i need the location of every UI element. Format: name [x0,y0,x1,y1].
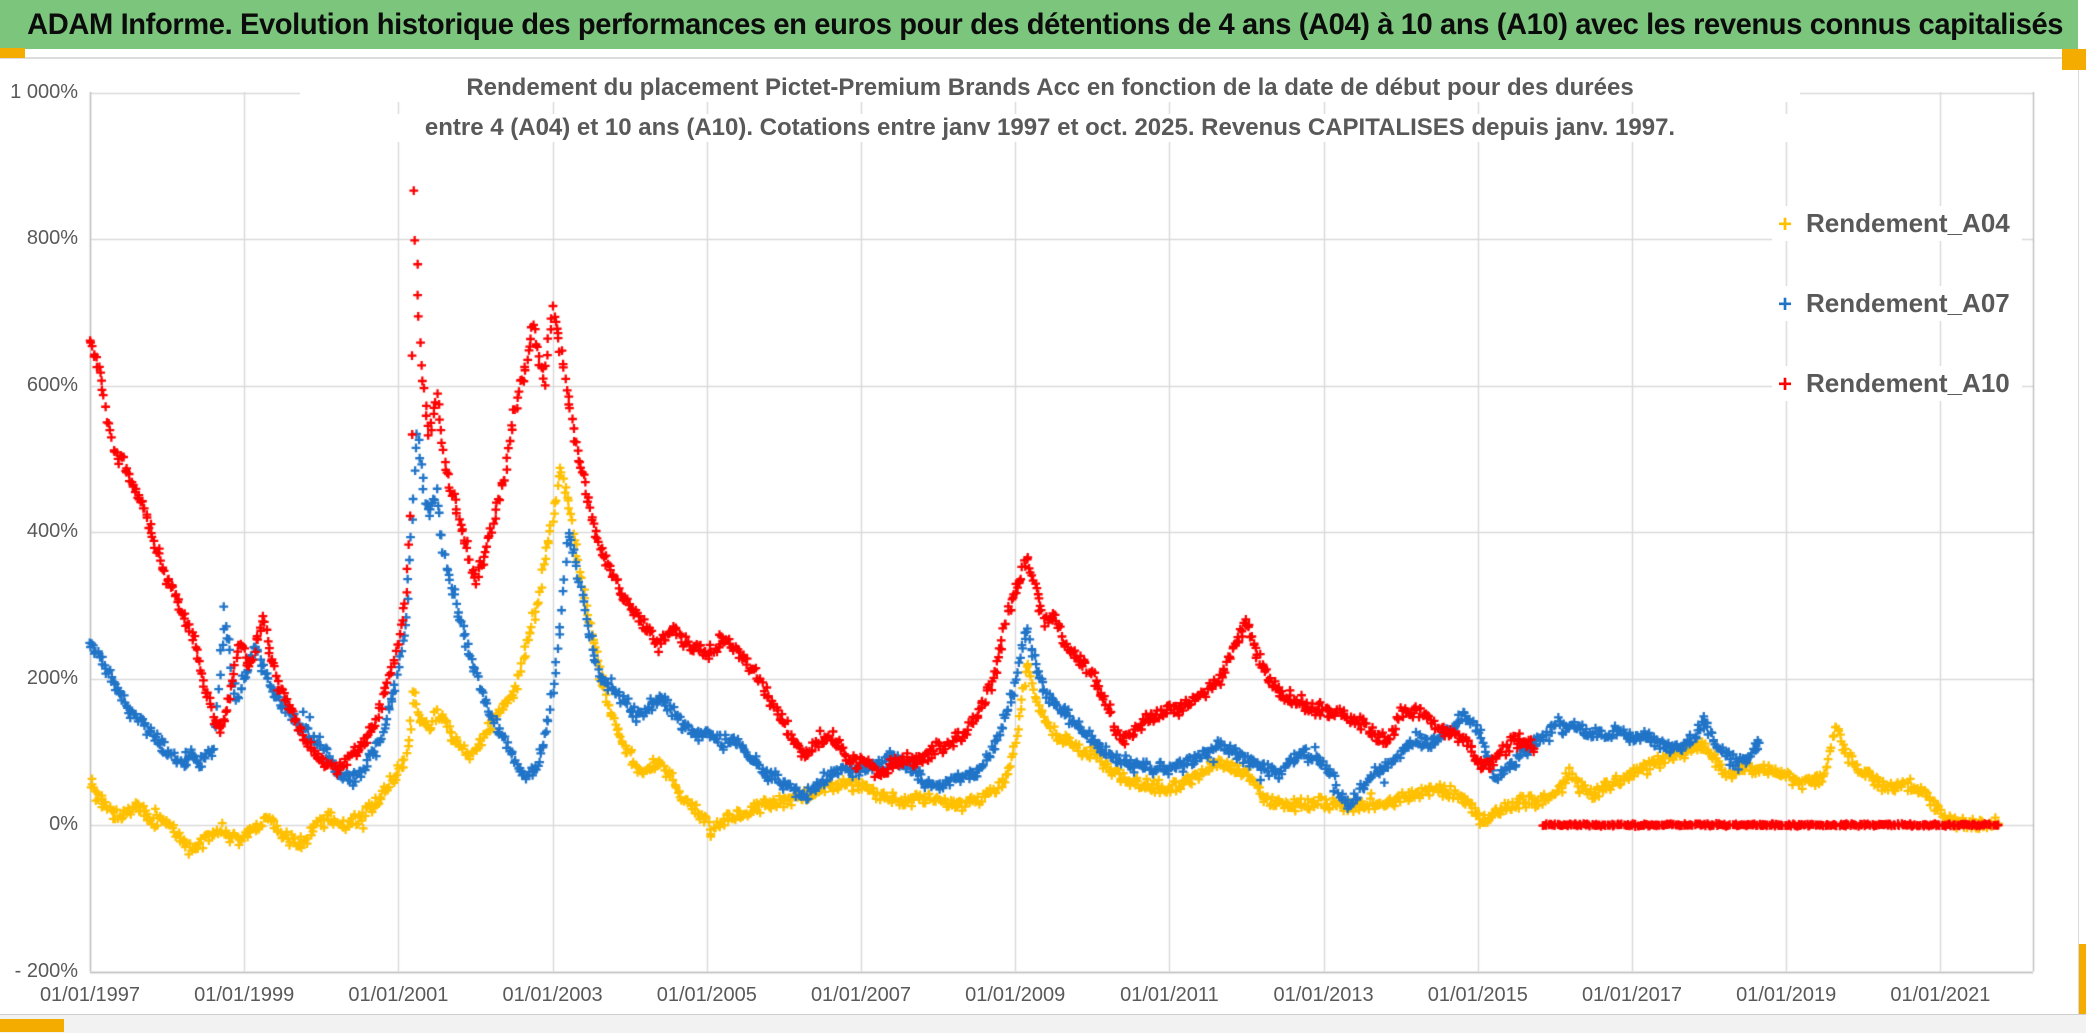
x-axis-tick-label: 01/01/2003 [502,984,603,1006]
x-axis-tick-label: 01/01/2017 [1581,984,1683,1006]
legend-entry-rendement_a04[interactable]: + Rendement_A04 [1772,206,2022,241]
x-axis-tick-label: 01/01/2005 [656,984,757,1006]
x-axis-tick-label: 01/01/2009 [965,984,1066,1006]
selection-handle-top-left[interactable] [0,48,25,58]
x-axis-tick-label: 01/01/2013 [1273,984,1374,1006]
y-axis-tick-label: 800% [26,227,78,249]
legend-marker-icon: + [1778,371,1793,398]
x-axis-tick-label: 01/01/1997 [39,984,141,1006]
legend-label: Rendement_A10 [1806,368,2010,398]
y-axis-tick-label: 0% [49,813,78,835]
legend-label: Rendement_A07 [1806,288,2010,318]
selection-handle-bottom-left[interactable] [0,1019,64,1032]
window-title: ADAM Informe. Evolution historique des p… [27,7,2064,41]
y-axis-tick-label: 1 000% [10,80,78,103]
selection-handle-top-right[interactable] [2062,49,2086,70]
scatter-plot-canvas[interactable] [0,59,2086,1014]
y-axis-tick-label: - 200% [14,959,78,982]
legend-entry-rendement_a07[interactable]: + Rendement_A07 [1772,286,2022,321]
divider [0,57,2086,59]
x-axis-tick-label: 01/01/2011 [1120,984,1219,1006]
bottom-strip [0,1014,2086,1033]
x-axis-tick-label: 01/01/2019 [1736,984,1837,1006]
divider [2078,57,2079,1014]
y-axis-tick-label: 200% [26,666,78,689]
y-axis-tick-label: 400% [26,520,78,542]
x-axis-tick-label: 01/01/2007 [810,984,912,1006]
chart-object[interactable] [0,59,2086,1014]
legend-label: Rendement_A04 [1806,208,2010,238]
chart-title-line1: Rendement du placement Pictet-Premium Br… [300,74,1800,102]
x-axis-tick-label: 01/01/1999 [194,984,295,1006]
y-axis-tick-label: 600% [26,373,78,396]
legend-marker-icon: + [1778,291,1793,318]
selection-handle-right[interactable] [2079,944,2086,1014]
x-axis-tick-label: 01/01/2001 [348,984,449,1006]
window-title-bar: ADAM Informe. Evolution historique des p… [0,0,2078,49]
chart-title-line2: entre 4 (A04) et 10 ans (A10). Cotations… [300,114,1800,142]
x-axis-tick-label: 01/01/2015 [1427,984,1528,1006]
legend-entry-rendement_a10[interactable]: + Rendement_A10 [1772,366,2022,401]
legend-marker-icon: + [1778,211,1793,238]
x-axis-tick-label: 01/01/2021 [1890,984,1991,1006]
